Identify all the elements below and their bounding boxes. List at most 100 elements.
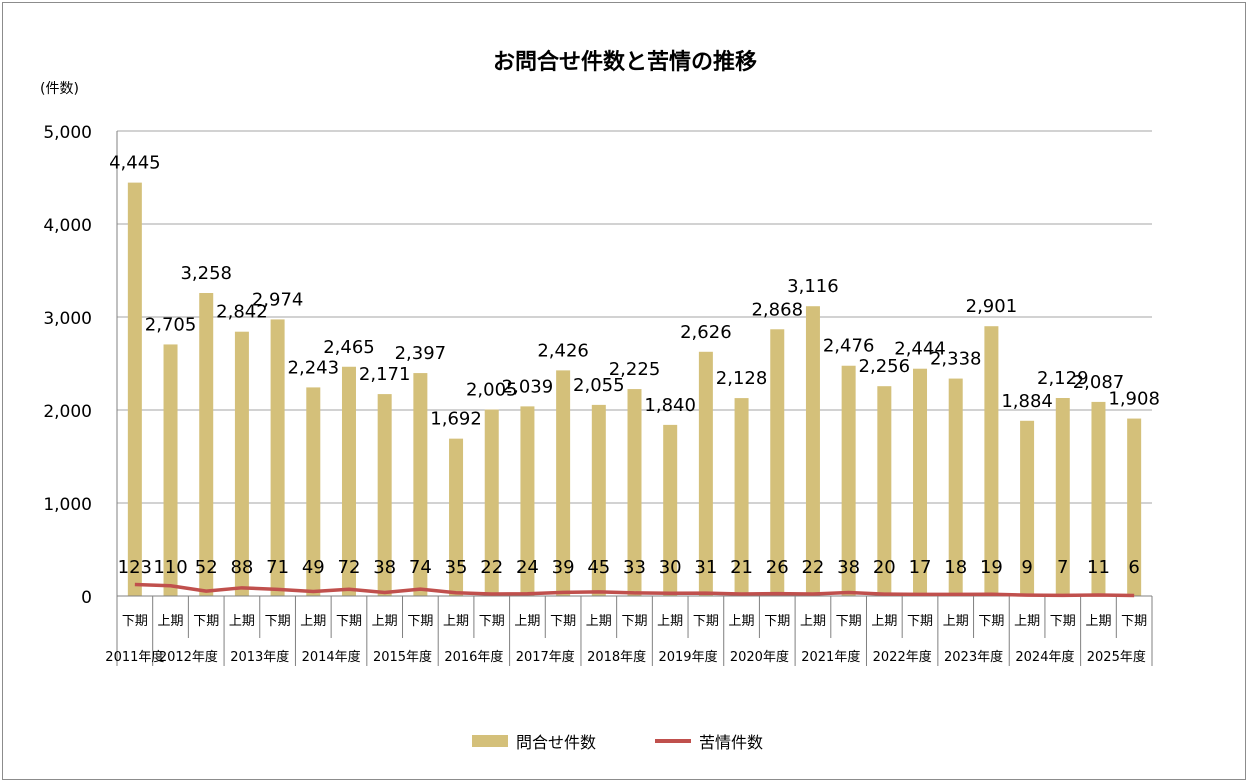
legend-label-inquiries: 問合せ件数: [516, 733, 597, 752]
chart-title: お問合せ件数と苦情の推移: [492, 50, 757, 75]
bar-data-label: 2,128: [716, 368, 768, 389]
bar: [270, 319, 285, 596]
year-label: 2011年度: [105, 649, 164, 665]
bar-data-label: 2,039: [502, 376, 554, 397]
bar: [449, 438, 464, 596]
period-label: 下期: [193, 614, 219, 629]
year-label: 2020年度: [730, 649, 789, 665]
bar: [984, 326, 999, 596]
bar: [1055, 398, 1070, 596]
bar-data-label: 2,842: [216, 302, 268, 323]
complaints-line: [134, 582, 1135, 598]
line-data-label: 6: [1128, 557, 1139, 578]
bar-data-label: 2,129: [1037, 368, 1089, 389]
bar: [341, 366, 356, 596]
line-data-label: 110: [153, 557, 187, 578]
period-label: 下期: [978, 614, 1004, 629]
period-label: 上期: [158, 614, 184, 629]
year-label: 2012年度: [159, 649, 218, 665]
bar-data-label: 2,171: [359, 364, 411, 385]
bar-data-label: 2,256: [859, 356, 911, 377]
bar: [556, 370, 571, 596]
bar: [627, 389, 642, 596]
year-label: 2016年度: [444, 649, 503, 665]
y-axis-unit-label: (件数): [40, 81, 79, 97]
bar: [948, 378, 963, 596]
year-label: 2017年度: [516, 649, 575, 665]
legend-line-swatch: [655, 739, 691, 743]
period-label: 上期: [800, 614, 826, 629]
period-label: 下期: [836, 614, 862, 629]
bar-data-label: 1,692: [430, 409, 482, 430]
year-label: 2013年度: [230, 649, 289, 665]
period-label: 下期: [336, 614, 362, 629]
y-tick-label: 4,000: [43, 216, 92, 236]
bar: [484, 409, 499, 596]
legend-label-complaints: 苦情件数: [699, 733, 764, 752]
period-label: 上期: [1085, 614, 1111, 629]
period-label: 下期: [550, 614, 576, 629]
period-label: 下期: [693, 614, 719, 629]
year-label: 2014年度: [302, 649, 361, 665]
period-label: 上期: [229, 614, 255, 629]
legend-bar-swatch: [472, 735, 508, 747]
bar-data-label: 2,397: [395, 343, 447, 364]
bar-data-label: 2,626: [680, 322, 732, 343]
bar: [913, 368, 928, 596]
line-data-label: 31: [694, 557, 717, 578]
period-label: 下期: [479, 614, 505, 629]
bar-data-label: 2,974: [252, 289, 304, 310]
line-data-label: 72: [338, 557, 361, 578]
bar-data-label: 3,258: [180, 263, 232, 284]
line-data-label: 9: [1021, 557, 1032, 578]
year-label: 2021年度: [801, 649, 860, 665]
year-label: 2025年度: [1087, 649, 1146, 665]
bar-data-label: 2,476: [823, 336, 875, 357]
bar-data-label: 2,243: [288, 357, 340, 378]
bar-data-label: 2,444: [894, 339, 946, 360]
bar-data-label: 2,465: [323, 337, 375, 358]
bar: [234, 331, 249, 596]
bar: [663, 424, 678, 596]
line-data-label: 74: [409, 557, 432, 578]
line-data-label: 20: [873, 557, 896, 578]
bar-data-label: 2,868: [751, 299, 803, 320]
bar-data-label: 2,338: [930, 349, 982, 370]
period-label: 上期: [372, 614, 398, 629]
y-tick-label: 2,000: [43, 402, 92, 422]
period-label: 下期: [621, 614, 647, 629]
bar: [520, 406, 535, 596]
bar-data-label: 2,005: [466, 380, 518, 401]
line-data-label: 33: [623, 557, 646, 578]
line-data-label: 26: [766, 557, 789, 578]
bar-data-label: 1,908: [1108, 389, 1160, 410]
line-data-label: 19: [980, 557, 1003, 578]
line-data-label: 45: [587, 557, 610, 578]
period-label: 上期: [443, 614, 469, 629]
bar-data-label: 4,445: [109, 153, 161, 174]
bar-data-label: 2,705: [145, 314, 197, 335]
line-data-label: 35: [445, 557, 468, 578]
bar: [734, 398, 749, 596]
year-label: 2015年度: [373, 649, 432, 665]
bar-data-label: 2,055: [573, 375, 625, 396]
bar-data-label: 1,884: [1001, 391, 1053, 412]
bar: [163, 344, 178, 596]
period-label: 下期: [122, 614, 148, 629]
bar: [770, 329, 785, 596]
period-label: 上期: [943, 614, 969, 629]
period-label: 下期: [907, 614, 933, 629]
period-label: 上期: [1014, 614, 1040, 629]
bar-data-label: 2,087: [1073, 372, 1125, 393]
year-label: 2024年度: [1015, 649, 1074, 665]
y-tick-label: 1,000: [43, 495, 92, 515]
period-label: 上期: [514, 614, 540, 629]
period-label: 上期: [657, 614, 683, 629]
period-label: 下期: [1121, 614, 1147, 629]
bar-data-label: 2,225: [609, 359, 661, 380]
period-label: 下期: [764, 614, 790, 629]
line-data-label: 18: [944, 557, 967, 578]
line-data-label: 11: [1087, 557, 1110, 578]
line-data-label: 71: [266, 557, 289, 578]
